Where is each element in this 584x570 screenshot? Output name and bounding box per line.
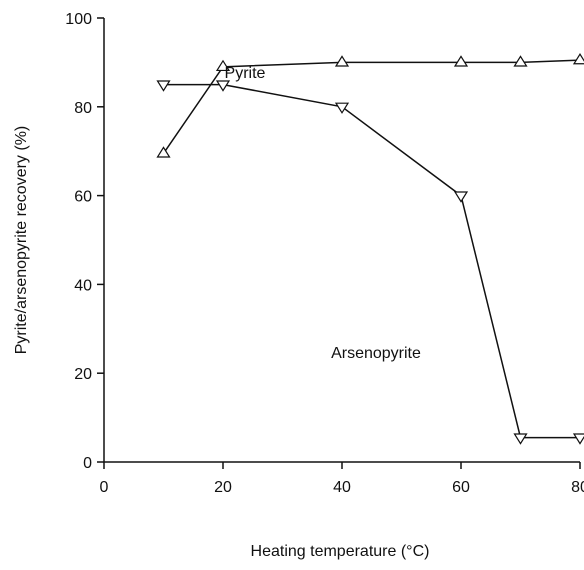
- x-tick-label: 60: [452, 479, 470, 496]
- y-tick-label: 40: [74, 277, 92, 294]
- marker: [215, 80, 231, 92]
- x-tick-label: 0: [100, 479, 109, 496]
- marker: [453, 55, 469, 67]
- y-tick-label: 0: [83, 455, 92, 472]
- series-line: [163, 83, 580, 439]
- marker: [334, 55, 350, 67]
- marker: [334, 102, 350, 114]
- marker: [572, 53, 584, 65]
- x-tick-label: 80: [571, 479, 584, 496]
- series-line: [162, 59, 581, 154]
- marker: [513, 433, 528, 445]
- y-tick-label: 80: [74, 100, 92, 117]
- marker: [215, 59, 231, 72]
- marker: [513, 55, 528, 67]
- y-axis-label: Pyrite/arsenopyrite recovery (%): [13, 126, 30, 355]
- x-tick-label: 40: [333, 479, 351, 496]
- marker: [156, 80, 171, 92]
- x-axis-label: Heating temperature (°C): [251, 543, 430, 560]
- series-label: Arsenopyrite: [331, 345, 421, 362]
- y-tick-label: 100: [65, 11, 92, 28]
- series-label: Pyrite: [225, 65, 266, 82]
- marker: [572, 433, 584, 445]
- y-tick-label: 20: [74, 366, 92, 383]
- marker: [156, 146, 171, 158]
- x-tick-label: 20: [214, 479, 232, 496]
- y-tick-label: 60: [74, 189, 92, 206]
- marker: [453, 191, 469, 203]
